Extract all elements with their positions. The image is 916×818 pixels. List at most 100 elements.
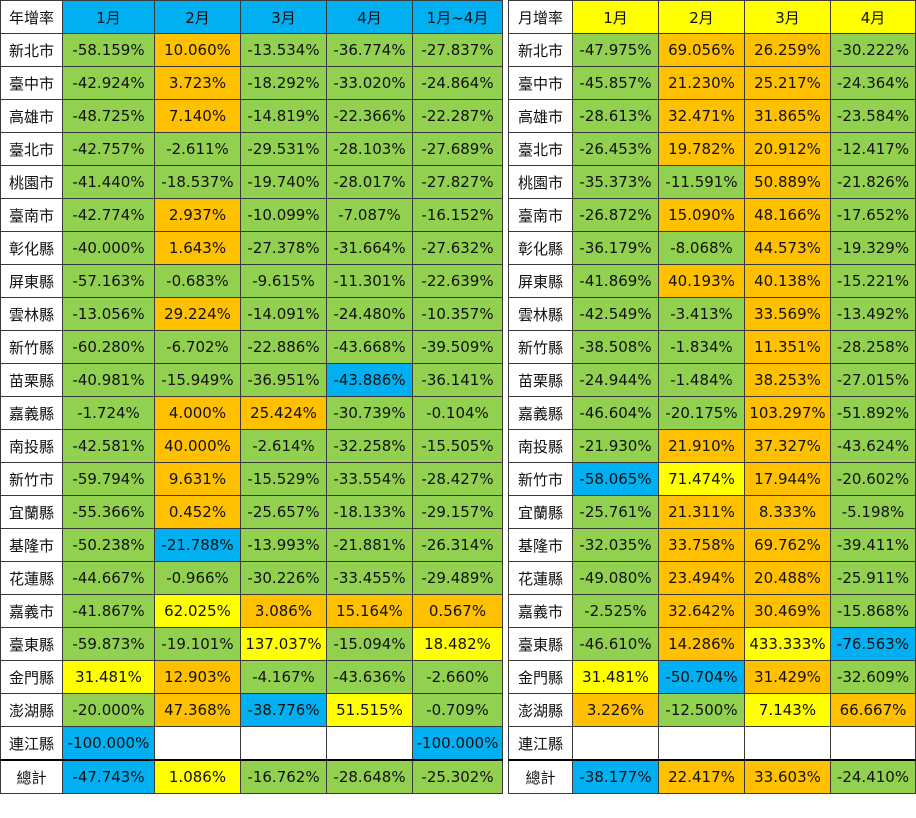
rate-cell: [830, 726, 916, 761]
rate-cell: -6.702%: [154, 330, 241, 364]
region-name-cell: 基隆市: [0, 528, 63, 562]
region-name-cell: 彰化縣: [508, 231, 573, 265]
rate-cell: 37.327%: [744, 429, 831, 463]
table-row: 雲林縣 -13.056% 29.224% -14.091% -24.480% -10.35…: [0, 297, 503, 331]
rate-cell: 31.429%: [744, 660, 831, 694]
table-row: 苗栗縣 -40.981% -15.949% -36.951% -43.886% -36.1…: [0, 363, 503, 397]
table-row: 嘉義市 -41.867% 62.025% 3.086% 15.164% 0.567%: [0, 594, 503, 628]
region-name-cell: 宜蘭縣: [0, 495, 63, 529]
rate-cell: 4.000%: [154, 396, 241, 430]
rate-cell: -35.373%: [572, 165, 659, 199]
rate-cell: -20.175%: [658, 396, 745, 430]
rate-cell: -38.776%: [240, 693, 327, 727]
table-row: 高雄市 -28.613% 32.471% 31.865% -23.584%: [508, 99, 916, 133]
rate-cell: [572, 726, 659, 761]
region-name-cell: 宜蘭縣: [508, 495, 573, 529]
rate-cell: 9.631%: [154, 462, 241, 496]
rate-cell: 69.056%: [658, 33, 745, 67]
rate-cell: -41.869%: [572, 264, 659, 298]
rate-cell: -27.015%: [830, 363, 916, 397]
rate-cell: -17.652%: [830, 198, 916, 232]
rate-cell: -33.455%: [326, 561, 413, 595]
rate-cell: -27.632%: [412, 231, 503, 265]
mom-header-row: 月增率 1月 2月 3月 4月: [508, 0, 916, 34]
rate-cell: 32.471%: [658, 99, 745, 133]
table-row: 屏東縣 -41.869% 40.193% 40.138% -15.221%: [508, 264, 916, 298]
rate-cell: -100.000%: [62, 726, 155, 761]
table-row: 新竹縣 -38.508% -1.834% 11.351% -28.258%: [508, 330, 916, 364]
rate-cell: [154, 726, 241, 761]
rate-cell: -18.133%: [326, 495, 413, 529]
rate-cell: 14.286%: [658, 627, 745, 661]
rate-cell: 48.166%: [744, 198, 831, 232]
rate-cell: -2.614%: [240, 429, 327, 463]
rate-cell: -20.602%: [830, 462, 916, 496]
table-row: 臺東縣 -59.873% -19.101% 137.037% -15.094% 18.48…: [0, 627, 503, 661]
table-row: 嘉義縣 -1.724% 4.000% 25.424% -30.739% -0.104%: [0, 396, 503, 430]
rate-cell: -20.000%: [62, 693, 155, 727]
rate-cell: 31.481%: [62, 660, 155, 694]
table-row: 臺東縣 -46.610% 14.286% 433.333% -76.563%: [508, 627, 916, 661]
rate-cell: -46.604%: [572, 396, 659, 430]
rate-cell: -43.886%: [326, 363, 413, 397]
rate-cell: -42.549%: [572, 297, 659, 331]
region-name-cell: 苗栗縣: [0, 363, 63, 397]
rate-cell: -42.757%: [62, 132, 155, 166]
rate-cell: 11.351%: [744, 330, 831, 364]
rate-cell: -28.427%: [412, 462, 503, 496]
rate-cell: -42.774%: [62, 198, 155, 232]
rate-cell: -50.704%: [658, 660, 745, 694]
rate-cell: 69.762%: [744, 528, 831, 562]
rate-cell: -59.794%: [62, 462, 155, 496]
rate-cell: 3.723%: [154, 66, 241, 100]
yoy-column-header: 2月: [154, 0, 241, 34]
rate-cell: 66.667%: [830, 693, 916, 727]
rate-cell: 23.494%: [658, 561, 745, 595]
table-row: 南投縣 -42.581% 40.000% -2.614% -32.258% -15.505…: [0, 429, 503, 463]
rate-cell: -9.615%: [240, 264, 327, 298]
rate-cell: [658, 726, 745, 761]
rate-cell: -39.509%: [412, 330, 503, 364]
total-rate-cell: -28.648%: [326, 759, 413, 794]
total-label-cell: 總計: [508, 759, 573, 794]
rate-cell: 10.060%: [154, 33, 241, 67]
region-name-cell: 基隆市: [508, 528, 573, 562]
table-row: 苗栗縣 -24.944% -1.484% 38.253% -27.015%: [508, 363, 916, 397]
table-row: 連江縣: [508, 726, 916, 761]
rate-cell: -0.683%: [154, 264, 241, 298]
region-name-cell: 連江縣: [0, 726, 63, 761]
rate-cell: 40.193%: [658, 264, 745, 298]
rate-cell: -2.525%: [572, 594, 659, 628]
rate-cell: 40.138%: [744, 264, 831, 298]
rate-cell: 25.424%: [240, 396, 327, 430]
total-rate-cell: -24.410%: [830, 759, 916, 794]
region-name-cell: 臺中市: [0, 66, 63, 100]
rate-cell: -30.222%: [830, 33, 916, 67]
rate-cell: 2.937%: [154, 198, 241, 232]
rate-cell: -24.480%: [326, 297, 413, 331]
rate-cell: -2.611%: [154, 132, 241, 166]
mom-column-header: 4月: [830, 0, 916, 34]
table-row: 臺南市 -26.872% 15.090% 48.166% -17.652%: [508, 198, 916, 232]
rate-cell: -100.000%: [412, 726, 503, 761]
mom-growth-table: 月增率 1月 2月 3月 4月 新北市 -47.975% 69.056% 26.259% -30.…: [508, 0, 916, 794]
rate-cell: -36.141%: [412, 363, 503, 397]
rate-cell: -25.911%: [830, 561, 916, 595]
rate-cell: -15.221%: [830, 264, 916, 298]
rate-cell: -26.453%: [572, 132, 659, 166]
region-name-cell: 高雄市: [508, 99, 573, 133]
rate-cell: -47.975%: [572, 33, 659, 67]
table-row: 臺南市 -42.774% 2.937% -10.099% -7.087% -16.152%: [0, 198, 503, 232]
region-name-cell: 雲林縣: [508, 297, 573, 331]
rate-cell: -76.563%: [830, 627, 916, 661]
rate-cell: -2.660%: [412, 660, 503, 694]
mom-column-header: 1月: [572, 0, 659, 34]
rate-cell: 30.469%: [744, 594, 831, 628]
rate-cell: 17.944%: [744, 462, 831, 496]
table-row: 桃園市 -35.373% -11.591% 50.889% -21.826%: [508, 165, 916, 199]
total-rate-cell: 22.417%: [658, 759, 745, 794]
rate-cell: -32.035%: [572, 528, 659, 562]
rate-cell: -25.761%: [572, 495, 659, 529]
rate-cell: 38.253%: [744, 363, 831, 397]
rate-cell: -13.534%: [240, 33, 327, 67]
